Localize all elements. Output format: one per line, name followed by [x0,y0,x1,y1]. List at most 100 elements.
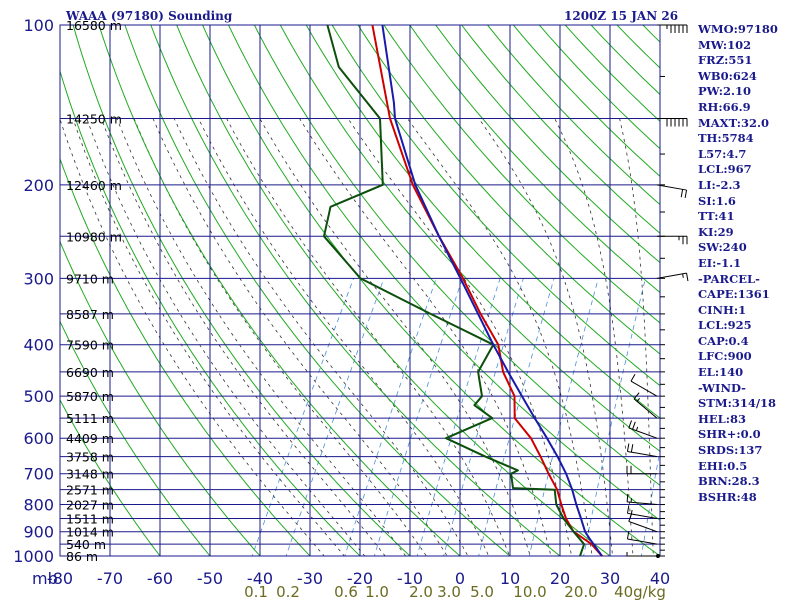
pressure-label: 1000 [13,547,54,566]
mixing-ratio-label: 0.2 [276,583,300,600]
height-label: 86 m [66,549,98,564]
wind-barb-flag [631,510,632,514]
mixing-ratio-label: 0.6 [334,583,358,600]
parcel-line [382,25,604,558]
wind-barb-flag [629,514,632,522]
height-label: 7590 m [66,338,114,353]
wind-barb [657,273,687,278]
index-item: CAPE:1361 [698,287,778,303]
temperature-tick-label: -30 [297,569,323,588]
mixing-ratio-label: 10.0 [513,583,546,600]
index-item: MW:102 [698,38,778,54]
index-item: STM:314/18 [698,396,778,412]
index-item: SW:240 [698,240,778,256]
index-item: -PARCEL- [698,272,778,288]
wind-barb-flag [681,189,682,197]
wind-barb [634,399,657,418]
index-item: EHI:0.5 [698,459,778,475]
mixing-ratio-label: 0.1 [244,583,268,600]
index-item: SHR+:0.0 [698,427,778,443]
temperature-tick-label: -50 [197,569,223,588]
moist-adiabat [555,119,634,568]
pressure-label: 100 [23,16,54,35]
wind-barb-flag [685,190,686,198]
mixing-ratio-label: 2.0 [409,583,433,600]
dry-adiabat [19,13,321,567]
pressure-label: 300 [23,269,54,288]
pressure-label: 900 [23,523,54,542]
index-item: LI:-2.3 [698,178,778,194]
moist-adiabat [300,119,554,568]
wind-barb [629,521,657,531]
index-item: FRZ:551 [698,53,778,69]
dry-adiabat [95,13,473,567]
mixing-ratio-label: 40g/kg [614,583,666,600]
index-item: LFC:900 [698,349,778,365]
index-item: CINH:1 [698,303,778,319]
index-item: EL:140 [698,365,778,381]
index-item: EI:-1.1 [698,256,778,272]
height-label: 6690 m [66,365,114,380]
moist-adiabat [408,119,594,568]
wind-barb [631,381,657,396]
wind-barb [657,185,687,190]
pressure-label: 800 [23,496,54,515]
height-label: 8587 m [66,307,114,322]
height-label: 14250 m [66,112,122,127]
wind-barb-flag [636,427,637,431]
moist-adiabat [620,119,654,568]
index-item: RH:66.9 [698,100,778,116]
surface-wind-marker [656,554,660,558]
height-label: 5870 m [66,389,114,404]
wind-barbs [627,25,688,558]
mixing-ratio-label: 1.0 [365,583,389,600]
height-label: 3148 m [66,467,114,482]
height-label: 3758 m [66,450,114,465]
dewpoint-line [324,25,584,556]
index-item: TH:5784 [698,131,778,147]
wind-barb-flag [631,444,632,452]
moist-adiabat [134,119,434,568]
moist-adiabats [60,119,654,568]
height-label: 2571 m [66,483,114,498]
chart-title: WAAA (97180) Sounding [66,9,232,23]
temperature-tick-label: -70 [97,569,123,588]
height-label: 5111 m [66,411,114,426]
wind-barb-flag [627,444,628,452]
wind-barb-flag [687,273,688,281]
wind-barb-flag [631,374,635,381]
pressure-label: 200 [23,176,54,195]
dry-adiabat [172,13,625,567]
chart-timestamp: 1200Z 15 JAN 26 [564,9,678,23]
moist-adiabat [174,119,474,568]
index-item: BSHR:48 [698,490,778,506]
moist-adiabat [87,119,374,568]
index-item: HEL:83 [698,412,778,428]
pressure-label: 700 [23,465,54,484]
index-item: L57:4.7 [698,147,778,163]
height-label: 4409 m [66,431,114,446]
wind-barb-flag [633,422,636,430]
moist-adiabat [153,119,454,568]
temperature-line [372,25,605,558]
index-item: TT:41 [698,209,778,225]
pressure-label: 600 [23,429,54,448]
index-item: -WIND- [698,381,778,397]
height-label: 12460 m [66,178,122,193]
temperature-tick-label: -60 [147,569,173,588]
index-item: KI:29 [698,225,778,241]
index-item: WMO:97180 [698,22,778,38]
sounding-profiles [324,25,606,560]
index-item: WB0:624 [698,69,778,85]
dry-adiabat [197,13,675,567]
dry-adiabat [223,13,726,567]
mixing-ratio-label: 5.0 [470,583,494,600]
moist-adiabat [479,119,614,568]
moist-adiabat [227,119,514,568]
mixing-ratio-label: 3.0 [437,583,461,600]
wind-barb-flag [683,274,684,278]
